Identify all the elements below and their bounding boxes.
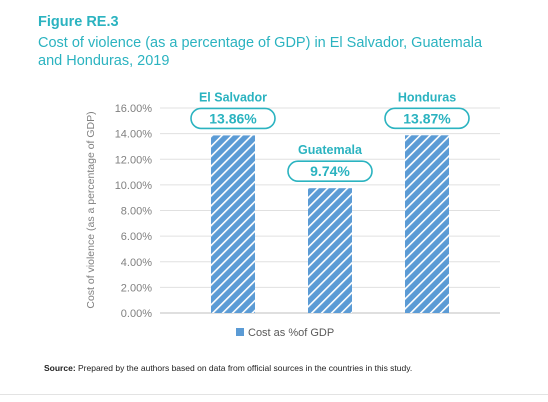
data-label-box: [384, 107, 470, 130]
data-label-box: [287, 160, 373, 183]
y-tick-label: 14.00%: [115, 129, 153, 141]
legend: Cost as %of GDP: [236, 327, 334, 339]
y-tick-label: 12.00%: [115, 154, 153, 166]
category-label: Guatemala: [298, 143, 363, 157]
data-labels: El Salvador 13.86% Guatemala 9.74% Honduras 1…: [190, 90, 470, 183]
y-tick-label: 16.00%: [115, 103, 153, 115]
legend-label: Cost as %of GDP: [248, 327, 334, 339]
source-note: Source: Prepared by the authors based on…: [44, 363, 544, 373]
y-tick-label: 6.00%: [121, 231, 152, 243]
figure-label: Figure RE.3: [38, 14, 119, 30]
y-axis-tick-labels: 0.00% 2.00% 4.00% 6.00% 8.00% 10.00% 12.00% 14.…: [115, 103, 153, 320]
y-axis-label: Cost of violence (as a percentage of GDP…: [85, 111, 97, 308]
legend-swatch: [236, 328, 244, 336]
bar: [308, 188, 352, 313]
data-label: 9.74%: [310, 163, 350, 179]
data-label: 13.86%: [209, 110, 257, 126]
category-label: Honduras: [398, 90, 456, 104]
bar-chart: 0.00% 2.00% 4.00% 6.00% 8.00% 10.00% 12.00% 14.…: [85, 90, 500, 339]
bar: [405, 135, 449, 313]
y-tick-label: 8.00%: [121, 206, 152, 218]
data-label-box: [190, 107, 276, 130]
y-tick-label: 4.00%: [121, 257, 152, 269]
y-tick-label: 10.00%: [115, 180, 153, 192]
divider: [0, 394, 548, 395]
data-label: 13.87%: [403, 110, 451, 126]
bar: [211, 135, 255, 313]
category-label: El Salvador: [199, 90, 267, 104]
figure-title: Cost of violence (as a percentage of GDP…: [38, 35, 483, 69]
y-tick-label: 0.00%: [121, 308, 152, 320]
source-prefix: Source:: [44, 363, 76, 373]
source-text: Prepared by the authors based on data fr…: [75, 363, 413, 373]
bars: [211, 135, 449, 313]
y-tick-label: 2.00%: [121, 282, 152, 294]
